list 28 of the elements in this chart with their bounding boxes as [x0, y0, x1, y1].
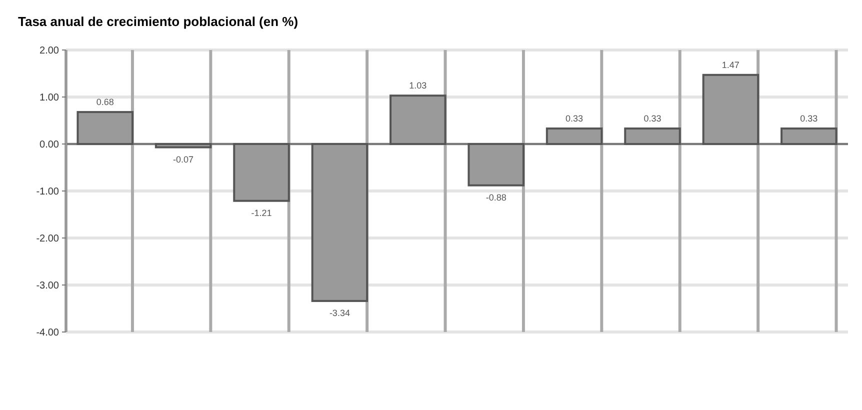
y-tick-label: -1.00: [36, 186, 60, 198]
bar: [702, 74, 760, 145]
data-label: 0.33: [800, 113, 818, 124]
bar: [154, 143, 212, 148]
bar: [311, 143, 368, 302]
data-label: 1.03: [409, 80, 427, 91]
data-label: 0.68: [96, 97, 114, 108]
y-tick-label: -3.00: [36, 280, 60, 292]
bar: [780, 127, 838, 145]
bar: [390, 94, 446, 145]
data-label: -0.07: [173, 154, 194, 164]
data-label: -3.34: [329, 308, 350, 318]
data-label: -0.88: [486, 192, 506, 202]
data-label: 1.47: [722, 60, 740, 70]
chart-title: Tasa anual de crecimiento poblacional (en %): [18, 14, 298, 29]
bar: [546, 127, 603, 145]
data-label: 0.33: [644, 113, 662, 124]
bar: [468, 143, 524, 186]
bar: [76, 111, 134, 145]
y-tick-label: 1.00: [40, 92, 60, 104]
y-tick-label: 0.00: [40, 140, 60, 150]
data-label: -1.21: [251, 208, 272, 218]
y-tick-label: 2.00: [40, 46, 60, 56]
bar: [624, 127, 681, 145]
y-tick-label: -4.00: [36, 328, 60, 338]
y-tick-label: -2.00: [36, 234, 60, 244]
data-label: 0.33: [566, 113, 584, 124]
bar: [233, 143, 290, 202]
